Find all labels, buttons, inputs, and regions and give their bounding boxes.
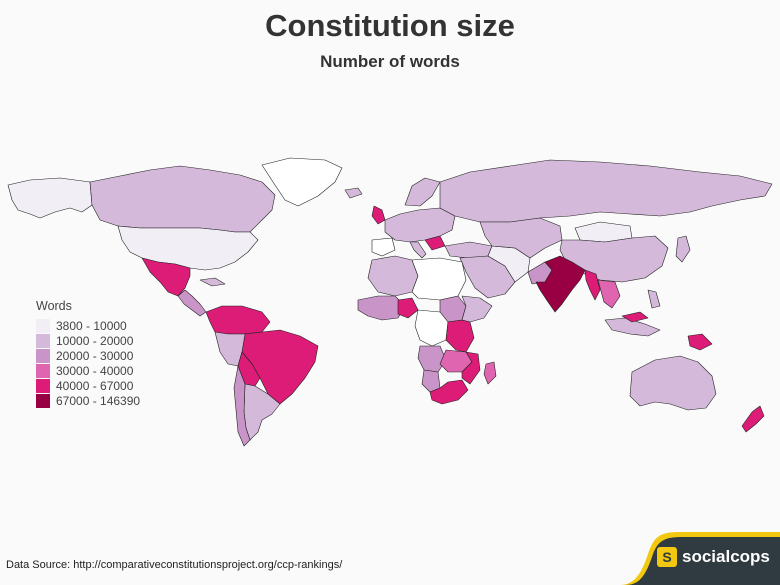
legend-item: 3800 - 10000 (36, 318, 140, 333)
region-new-zealand (741, 405, 765, 433)
legend-item: 67000 - 146390 (36, 393, 140, 408)
region-east-africa (445, 319, 475, 353)
region-turkey (444, 241, 493, 259)
region-western-europe (384, 207, 456, 243)
region-india (535, 255, 586, 313)
region-malaysia (621, 311, 649, 323)
legend-swatch (36, 318, 50, 333)
brand-banner: S socialcops (620, 532, 780, 585)
region-madagascar (483, 361, 497, 385)
legend-label: 30000 - 40000 (56, 363, 134, 378)
legend-item: 40000 - 67000 (36, 378, 140, 393)
region-australia (629, 355, 717, 411)
data-source-note: Data Source: http://comparativeconstitut… (6, 559, 343, 571)
legend-label: 67000 - 146390 (56, 393, 141, 408)
region-north-africa-west (367, 255, 419, 297)
region-cuba (199, 277, 226, 287)
region-southeast-asia (597, 279, 621, 309)
region-angola (417, 345, 447, 373)
region-horn-of-africa (461, 295, 493, 323)
legend-item: 30000 - 40000 (36, 363, 140, 378)
legend-swatch (36, 393, 50, 408)
legend-swatch (36, 333, 50, 348)
region-iberia (371, 237, 396, 257)
region-canada (89, 165, 276, 233)
region-italy (409, 241, 427, 259)
region-central-america (177, 289, 207, 317)
region-northern-south-america (205, 305, 271, 335)
legend-swatch (36, 363, 50, 378)
brand-name: socialcops (682, 547, 770, 566)
legend-label: 10000 - 20000 (56, 333, 134, 348)
brand-logo: S socialcops (657, 547, 770, 567)
region-greenland (261, 157, 343, 207)
region-papua-new-guinea (687, 333, 713, 351)
legend-swatch (36, 348, 50, 363)
region-mexico (141, 257, 191, 297)
region-central-africa (414, 309, 449, 347)
region-philippines (647, 289, 661, 309)
legend-label: 40000 - 67000 (56, 378, 134, 393)
region-myanmar (584, 269, 601, 301)
region-central-asia (479, 217, 563, 259)
world-map (7, 157, 773, 447)
legend-label: 20000 - 30000 (56, 348, 134, 363)
map-legend: Words 3800 - 10000 10000 - 20000 20000 -… (36, 299, 140, 408)
region-scandinavia (404, 177, 441, 207)
region-north-africa-east (411, 257, 467, 301)
legend-label: 3800 - 10000 (56, 318, 127, 333)
region-japan (675, 235, 691, 263)
region-uk (371, 205, 386, 225)
legend-title: Words (36, 299, 72, 313)
map-subtitle: Number of words (320, 52, 460, 71)
region-southern-africa (429, 379, 469, 405)
region-nigeria (397, 297, 419, 319)
region-iceland (344, 187, 363, 199)
region-chile (233, 365, 251, 447)
socialcops-logo-icon: S (657, 547, 677, 567)
map-title: Constitution size (265, 8, 515, 43)
region-mozambique (461, 351, 481, 385)
region-russia (439, 159, 773, 223)
legend-swatch (36, 378, 50, 393)
region-west-africa (357, 295, 406, 321)
region-namibia (421, 369, 441, 393)
legend-item: 10000 - 20000 (36, 333, 140, 348)
region-alaska (7, 177, 93, 219)
legend-item: 20000 - 30000 (36, 348, 140, 363)
region-usa (117, 225, 259, 271)
